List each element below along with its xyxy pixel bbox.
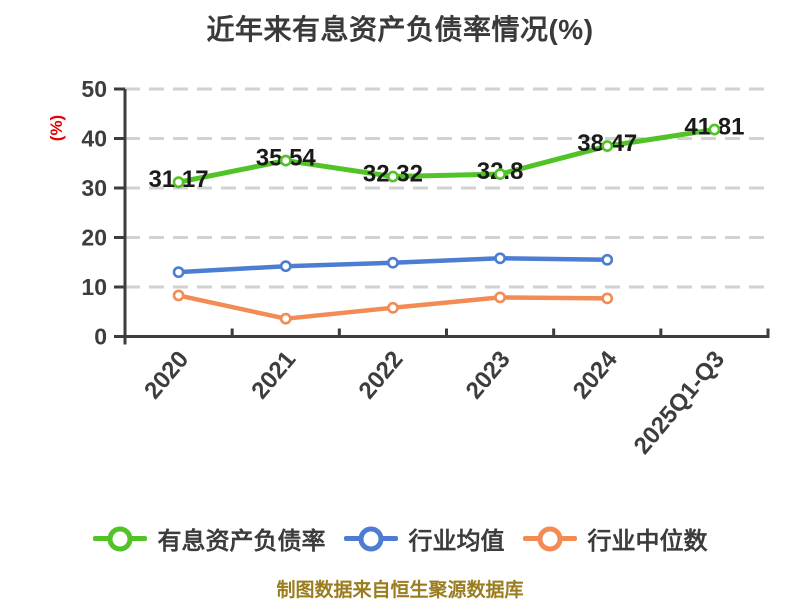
data-point-industry-median-2024 (601, 292, 614, 305)
data-point-industry-average-2020 (172, 266, 185, 279)
x-tick-label-2020: 2020 (139, 346, 194, 404)
legend-line-swatch (343, 526, 398, 551)
legend-item-industry-average[interactable]: 行业均值 (343, 521, 505, 556)
legend-item-industry-median[interactable]: 行业中位数 (522, 521, 708, 556)
legend-circle-marker (358, 526, 383, 551)
chart-title: 近年来有息资产负债率情况(%) (206, 14, 594, 45)
legend-item-interest-bearing-debt-ratio[interactable]: 有息资产负债率 (92, 521, 326, 556)
y-tick-label-50: 50 (81, 76, 107, 102)
legend-line-swatch (92, 526, 147, 551)
y-tick-label-40: 40 (81, 126, 107, 152)
x-tick-label-2022: 2022 (354, 346, 409, 404)
x-tick-label-2021: 2021 (246, 346, 301, 404)
y-axis-unit-label: (%) (47, 115, 66, 141)
data-point-industry-average-2023 (494, 252, 506, 265)
legend-label: 行业中位数 (587, 528, 708, 555)
data-point-interest-bearing-debt-ratio-2023 (494, 168, 506, 181)
y-tick-label-0: 0 (94, 324, 107, 350)
x-tick-label-2025Q1-Q3: 2025Q1-Q3 (629, 346, 730, 459)
data-point-industry-median-2023 (494, 291, 506, 304)
y-tick-label-10: 10 (81, 274, 107, 300)
legend-label: 行业均值 (408, 528, 505, 555)
data-point-industry-average-2021 (279, 260, 292, 273)
data-point-interest-bearing-debt-ratio-2025Q1-Q3 (708, 123, 721, 136)
legend: 有息资产负债率 行业均值 行业中位数 (0, 521, 800, 556)
data-point-industry-median-2022 (387, 301, 399, 314)
legend-circle-marker (107, 526, 132, 551)
data-point-industry-average-2024 (601, 253, 614, 266)
data-source-watermark: 制图数据来自恒生聚源数据库 (276, 580, 524, 600)
data-point-interest-bearing-debt-ratio-2021 (279, 154, 292, 167)
legend-line-swatch (522, 526, 577, 551)
x-tick-label-2024: 2024 (568, 346, 623, 405)
series-line-interest-bearing-debt-ratio (176, 127, 717, 185)
x-tick-label-2023: 2023 (461, 346, 516, 404)
data-point-industry-median-2020 (172, 289, 185, 302)
data-point-industry-median-2021 (279, 312, 292, 325)
legend-circle-marker (537, 526, 562, 551)
y-tick-label-20: 20 (81, 225, 107, 251)
data-point-interest-bearing-debt-ratio-2022 (387, 170, 399, 183)
data-point-interest-bearing-debt-ratio-2024 (601, 140, 614, 152)
data-point-industry-average-2022 (387, 256, 399, 269)
y-tick-label-30: 30 (81, 175, 107, 201)
legend-label: 有息资产负债率 (157, 528, 326, 555)
data-point-interest-bearing-debt-ratio-2020 (172, 176, 185, 189)
